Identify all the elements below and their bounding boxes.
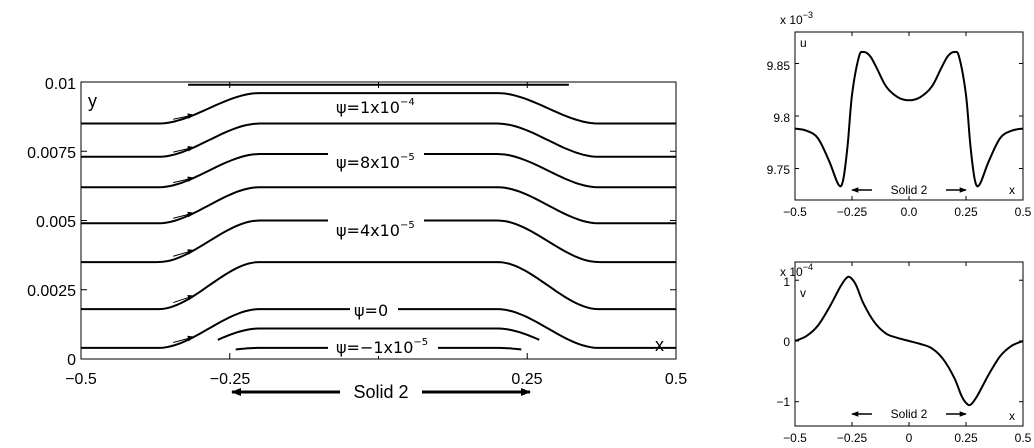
- v-ylabel: v: [800, 286, 806, 300]
- u-plot-frame: [794, 31, 1024, 201]
- v-series-line: [794, 275, 1024, 407]
- main-ytick-3: 0.0075: [27, 145, 76, 162]
- flow-arrow-6: [173, 294, 195, 304]
- streamlines: [81, 83, 676, 351]
- streamline-1: [81, 92, 676, 125]
- v-ticks: [794, 262, 1024, 426]
- main-xtick-1: −0.25: [210, 371, 251, 388]
- flow-arrow-3: [173, 176, 195, 184]
- v-ytick-0: −1: [776, 395, 790, 409]
- flow-arrow-7: [173, 335, 195, 343]
- main-ylabel: y: [88, 91, 97, 111]
- u-solid-label: Solid 2: [891, 183, 928, 197]
- u-ytick-1: 9.8: [773, 111, 790, 125]
- u-xtick-2: 0.0: [901, 205, 918, 219]
- v-xtick-1: −0.25: [837, 431, 868, 445]
- u-ticks: [794, 32, 1024, 200]
- flow-arrow-2: [173, 145, 195, 153]
- u-ylabel: u: [800, 36, 807, 50]
- streamline-chart: −0.5 −0.25 0.25 0.5 0 0.0025 0.005 0.007…: [27, 76, 687, 402]
- v-xtick-4: 0.5: [1015, 431, 1032, 445]
- contour-label-3: ψ=4x10−5: [336, 220, 415, 240]
- u-xtick-0: −0.5: [783, 205, 807, 219]
- u-series-line: [794, 50, 1024, 188]
- v-solid-label: Solid 2: [891, 407, 928, 421]
- u-xlabel: x: [1009, 183, 1015, 197]
- main-xlabel: x: [655, 335, 664, 355]
- contour-label-5: ψ=−1x10−5: [336, 337, 428, 357]
- main-xtick-0: −0.5: [65, 371, 97, 388]
- main-ytick-4: 0.01: [45, 76, 76, 93]
- contour-label-1: ψ=1x10−4: [336, 97, 415, 117]
- u-xtick-3: 0.25: [954, 205, 978, 219]
- flow-arrow-4: [173, 211, 195, 219]
- v-plot-frame: [794, 261, 1024, 427]
- u-xtick-4: 0.5: [1015, 205, 1032, 219]
- v-xlabel: x: [1009, 409, 1015, 423]
- streamline-6: [81, 261, 676, 311]
- main-xtick-3: 0.5: [665, 371, 687, 388]
- main-xtick-2: 0.25: [511, 371, 542, 388]
- v-xtick-0: −0.5: [783, 431, 807, 445]
- streamline-8: [217, 327, 540, 341]
- main-ytick-0: 0: [67, 352, 76, 369]
- streamline-2: [81, 122, 676, 158]
- u-ytick-0: 9.75: [767, 163, 791, 177]
- u-ytick-2: 9.85: [767, 59, 791, 73]
- u-scale-label: x 10−3: [780, 10, 813, 27]
- flow-arrow-5: [173, 249, 195, 257]
- contour-label-2: ψ=8x10−5: [336, 152, 415, 172]
- u-chart: x 10−3 u x 9.75 9.8 9.85 −0.5 −0.25 0.0 …: [767, 10, 1032, 219]
- solid-label: Solid 2: [353, 382, 408, 402]
- v-chart: x 10−4 v x −1 0 1 −0.5 −0.25 0 0.25 0.5 …: [776, 261, 1032, 445]
- main-ytick-1: 0.0025: [27, 283, 76, 300]
- streamline-4: [81, 186, 676, 225]
- v-xtick-3: 0.25: [954, 431, 978, 445]
- v-ytick-2: 1: [783, 275, 790, 289]
- v-xtick-2: 0: [906, 431, 913, 445]
- u-xtick-1: −0.25: [837, 205, 868, 219]
- v-scale-label: x 10−4: [780, 262, 813, 279]
- contour-label-4: ψ=0: [354, 301, 388, 320]
- v-ytick-1: 0: [783, 335, 790, 349]
- main-ytick-2: 0.005: [36, 214, 76, 231]
- flow-arrow-1: [173, 113, 195, 120]
